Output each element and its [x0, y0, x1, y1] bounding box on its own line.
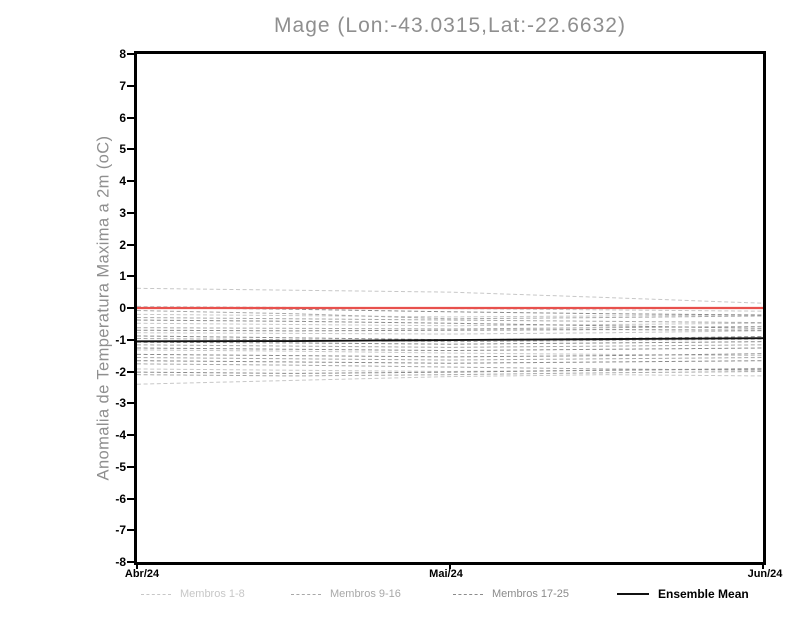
y-tick-label: 5	[119, 142, 126, 157]
legend-item-membros-17-25: Membros 17-25	[453, 587, 569, 601]
y-tick-mark	[127, 84, 134, 87]
y-tick-mark	[127, 53, 134, 55]
y-tick-label: 8	[119, 47, 126, 61]
y-tick-label: -2	[115, 364, 126, 379]
y-tick-label: -4	[115, 428, 126, 442]
member-line-g3-5	[137, 341, 763, 345]
legend-item-ensemble-mean: Ensemble Mean	[617, 587, 749, 601]
member-line-g2-8	[137, 371, 763, 377]
member-line-g3-2	[137, 319, 763, 329]
y-tick-label: -3	[115, 396, 126, 411]
y-tick-label: -1	[115, 332, 126, 347]
y-tick-label: -5	[115, 459, 126, 474]
y-tick-mark	[127, 307, 134, 309]
y-tick-mark	[127, 180, 134, 182]
member-line-g1-1	[137, 287, 763, 304]
y-tick-label: 7	[119, 78, 126, 93]
legend-label: Membros 1-8	[180, 588, 245, 600]
solid-line-sample	[617, 593, 649, 595]
y-tick-mark	[127, 370, 134, 373]
plot-lines-svg	[137, 287, 763, 385]
y-tick-mark	[127, 211, 134, 214]
legend-item-membros-9-16: Membros 9-16	[291, 587, 401, 601]
x-tick-mark	[136, 565, 138, 569]
member-line-g3-1	[137, 306, 763, 316]
y-tick-mark	[127, 243, 134, 246]
x-tick-label: Jun/24	[747, 568, 783, 580]
legend-label: Membros 9-16	[330, 588, 401, 600]
y-tick-mark	[127, 116, 134, 119]
member-line-g3-3	[137, 329, 763, 332]
y-tick-label: -6	[115, 491, 126, 506]
member-line-g1-8	[137, 374, 763, 385]
x-tick-mark	[449, 565, 451, 569]
member-line-g1-4	[137, 322, 763, 327]
y-tick-label: 3	[119, 205, 126, 220]
y-tick-mark	[127, 402, 134, 405]
y-tick-label: -7	[115, 523, 126, 538]
y-tick-label: 0	[119, 301, 126, 315]
plot-area	[134, 51, 766, 565]
member-line-g2-4	[137, 337, 763, 343]
member-line-g2-1	[137, 310, 763, 320]
member-line-g3-6	[137, 347, 763, 352]
dashed-line-sample-1	[141, 593, 171, 595]
dashed-line-sample-2	[291, 593, 321, 595]
member-line-g3-9	[137, 368, 763, 374]
legend-label: Ensemble Mean	[658, 587, 749, 601]
y-tick-mark	[127, 497, 134, 500]
member-line-g2-3	[137, 325, 763, 330]
y-tick-mark	[127, 275, 134, 278]
legend-item-membros-1-8: Membros 1-8	[141, 587, 245, 601]
member-line-g2-2	[137, 317, 763, 324]
y-tick-mark	[127, 465, 134, 468]
ensemble-mean-line	[137, 337, 763, 343]
y-tick-label: 2	[119, 237, 126, 252]
x-tick-label: Abr/24	[124, 568, 160, 580]
member-line-g1-3	[137, 313, 763, 318]
member-line-g2-6	[137, 357, 763, 361]
y-tick-mark	[127, 561, 134, 563]
chart-title: Mage (Lon:-43.0315,Lat:-22.6632)	[274, 14, 626, 37]
member-line-g2-5	[137, 344, 763, 348]
x-tick-mark	[762, 565, 764, 569]
y-tick-label: -8	[115, 555, 126, 569]
legend-label: Membros 17-25	[492, 588, 570, 600]
y-tick-mark	[127, 338, 134, 341]
y-tick-label: 6	[119, 110, 126, 125]
member-line-g3-7	[137, 353, 763, 358]
member-line-g1-7	[137, 367, 763, 373]
y-tick-label: 1	[119, 269, 126, 284]
x-tick-label: Mai/24	[429, 568, 463, 580]
y-tick-label: 4	[119, 174, 126, 188]
y-tick-mark	[127, 434, 134, 436]
member-line-g3-8	[137, 360, 763, 364]
dashed-line-sample-3	[453, 593, 483, 595]
member-line-g1-5	[137, 330, 763, 335]
y-tick-mark	[127, 148, 134, 151]
y-tick-mark	[127, 529, 134, 532]
